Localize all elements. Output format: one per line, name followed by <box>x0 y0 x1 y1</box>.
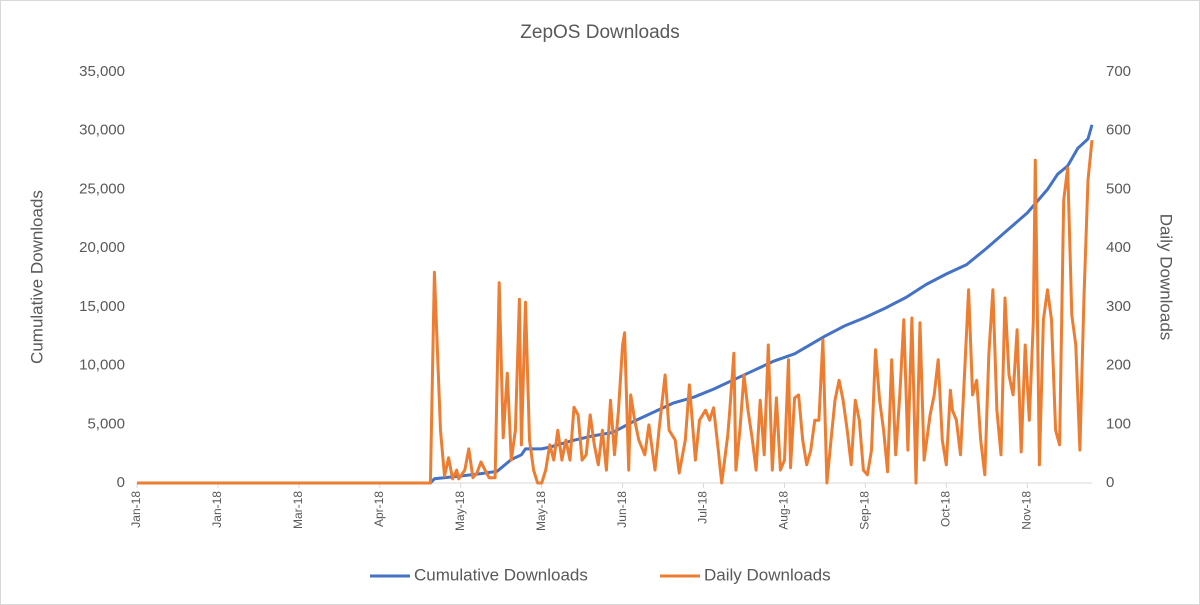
x-tick-label: Jan-18 <box>210 491 224 528</box>
y-tick-label: 0 <box>117 474 125 491</box>
y-tick-label: 35,000 <box>79 63 125 80</box>
y-tick-label: 15,000 <box>79 298 125 315</box>
y2-tick-label: 600 <box>1106 122 1131 139</box>
series-line <box>137 124 1094 485</box>
x-tick-label: Jan-18 <box>129 491 143 528</box>
y2-tick-label: 400 <box>1106 239 1131 256</box>
x-tick-label: Mar-18 <box>291 491 305 529</box>
y2-axis-label: Daily Downloads <box>1157 214 1176 341</box>
x-tick-label: Oct-18 <box>938 491 952 527</box>
x-tick-label: Nov-18 <box>1019 491 1033 530</box>
x-tick-label: Apr-18 <box>372 491 386 527</box>
y2-tick-label: 0 <box>1106 474 1114 491</box>
series-line <box>137 139 1094 485</box>
y2-tick-label: 200 <box>1106 357 1131 374</box>
chart-title: ZepOS Downloads <box>520 22 679 43</box>
x-tick-label: May-18 <box>453 491 467 531</box>
x-tick-label: Jul-18 <box>696 491 710 524</box>
y-tick-label: 20,000 <box>79 239 125 256</box>
legend-label: Daily Downloads <box>704 565 831 584</box>
y2-tick-label: 500 <box>1106 180 1131 197</box>
y2-tick-label: 100 <box>1106 415 1131 432</box>
y-axis-label: Cumulative Downloads <box>27 190 46 364</box>
legend-label: Cumulative Downloads <box>414 565 588 584</box>
x-tick-label: May-18 <box>534 491 548 531</box>
x-tick-label: Jun-18 <box>615 491 629 528</box>
y2-tick-label: 300 <box>1106 298 1131 315</box>
y-tick-label: 30,000 <box>79 122 125 139</box>
y-tick-label: 10,000 <box>79 357 125 374</box>
x-tick-label: Sep-18 <box>858 491 872 530</box>
y-tick-label: 25,000 <box>79 180 125 197</box>
x-tick-label: Aug-18 <box>777 491 791 530</box>
y-tick-label: 5,000 <box>87 415 125 432</box>
y2-tick-label: 700 <box>1106 63 1131 80</box>
